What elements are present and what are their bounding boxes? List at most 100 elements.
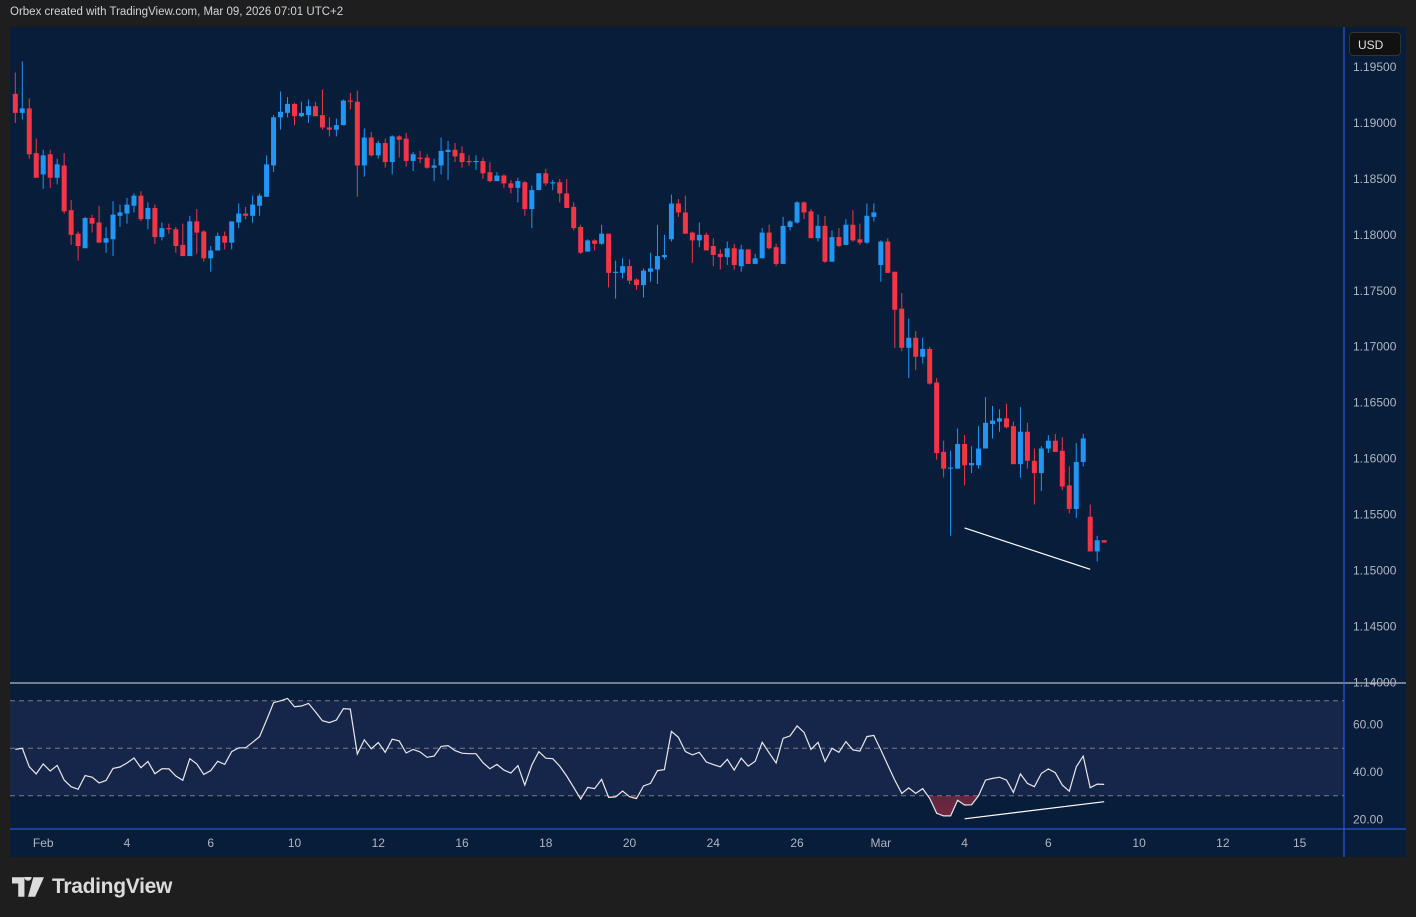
candle <box>278 91 284 130</box>
candle-body <box>26 108 32 155</box>
price-trendline[interactable] <box>964 527 1091 570</box>
candle <box>180 223 186 257</box>
candle <box>996 409 1002 432</box>
candle-body <box>208 250 214 259</box>
candle <box>131 193 137 213</box>
candle <box>934 378 940 460</box>
currency-button[interactable]: USD <box>1349 32 1401 56</box>
candle <box>606 233 612 288</box>
candle <box>508 179 514 194</box>
candle-body <box>236 213 242 223</box>
candle <box>710 238 716 267</box>
candle-body <box>941 451 947 469</box>
candle <box>654 224 660 285</box>
candle-body <box>466 160 472 163</box>
candle-body <box>696 234 702 241</box>
candle <box>117 204 123 227</box>
candle <box>668 194 674 242</box>
rsi-pane[interactable] <box>15 697 1105 820</box>
candle-body <box>578 226 584 253</box>
candle-body <box>410 154 416 161</box>
candle <box>1045 435 1051 453</box>
candle-body <box>61 165 67 212</box>
price-tick-label: 1.15000 <box>1353 563 1397 577</box>
candle-body <box>766 232 772 249</box>
candle-body <box>620 266 626 273</box>
candle-body <box>780 225 786 264</box>
candle <box>557 178 563 203</box>
candle-body <box>222 235 228 243</box>
candle-body <box>1003 418 1009 428</box>
time-axis[interactable]: Feb 4 6 10 12 16 18 20 24 26 Mar 4 6 10 12 15 <box>33 836 1307 850</box>
candle-body <box>983 422 989 449</box>
candle <box>340 99 346 126</box>
candle <box>529 185 535 229</box>
candle <box>766 224 772 250</box>
candle-body <box>250 204 256 216</box>
candle <box>375 140 381 159</box>
candle <box>731 243 737 270</box>
candle <box>1101 540 1107 543</box>
price-tick-label: 1.14000 <box>1353 675 1397 689</box>
candle-body <box>40 155 46 175</box>
candle-body <box>599 233 605 244</box>
candle <box>298 101 304 118</box>
candle <box>494 172 500 182</box>
candle-body <box>592 240 598 244</box>
candle <box>808 209 814 239</box>
candle-body <box>634 279 640 286</box>
candle-body <box>159 228 165 238</box>
candle-body <box>529 190 535 210</box>
tradingview-logo[interactable]: TradingView <box>12 875 172 899</box>
candle <box>319 89 325 130</box>
candle-body <box>47 154 53 178</box>
candle <box>822 215 828 263</box>
candle <box>82 216 88 249</box>
price-pane[interactable] <box>12 61 1107 570</box>
candle-body <box>682 212 688 234</box>
candle-body <box>257 195 263 206</box>
candle <box>110 201 116 257</box>
candle-body <box>459 153 465 163</box>
candle <box>236 203 242 229</box>
candle <box>913 331 919 371</box>
candle-body <box>243 213 249 216</box>
candle-body <box>347 100 353 102</box>
candle <box>438 137 444 175</box>
price-tick-label: 1.14500 <box>1353 619 1397 633</box>
candle-body <box>131 195 137 206</box>
candle-body <box>292 103 297 117</box>
rsi-line[interactable] <box>15 697 1105 817</box>
candle <box>836 228 842 248</box>
candle-body <box>285 103 291 113</box>
candle <box>1094 535 1100 562</box>
candle <box>1066 466 1072 514</box>
candle <box>613 260 619 299</box>
rsi-tick-label: 40.00 <box>1353 765 1383 779</box>
candle <box>843 219 849 245</box>
candle-body <box>557 182 563 194</box>
candle-body <box>508 183 514 188</box>
candle <box>717 249 723 270</box>
candle-body <box>759 232 765 259</box>
candle-body <box>1059 450 1065 487</box>
candle <box>361 128 367 177</box>
candle-body <box>571 206 577 229</box>
candle-body <box>1031 460 1037 474</box>
time-tick-label: 26 <box>790 836 804 850</box>
rsi-axis[interactable]: 60.00 40.00 20.00 <box>1353 718 1383 827</box>
price-axis[interactable]: 1.19500 1.19000 1.18500 1.18000 1.17500 1.170… <box>1353 60 1397 689</box>
candle <box>857 223 863 245</box>
candle-body <box>1052 440 1058 452</box>
candle <box>564 178 570 208</box>
candle <box>33 138 39 178</box>
candle-body <box>201 231 207 259</box>
candle <box>620 258 626 279</box>
candle <box>1003 403 1009 429</box>
candle <box>515 177 521 203</box>
candle <box>222 231 228 250</box>
rsi-trendline[interactable] <box>964 801 1105 820</box>
candle <box>647 252 653 282</box>
candle <box>166 223 172 234</box>
